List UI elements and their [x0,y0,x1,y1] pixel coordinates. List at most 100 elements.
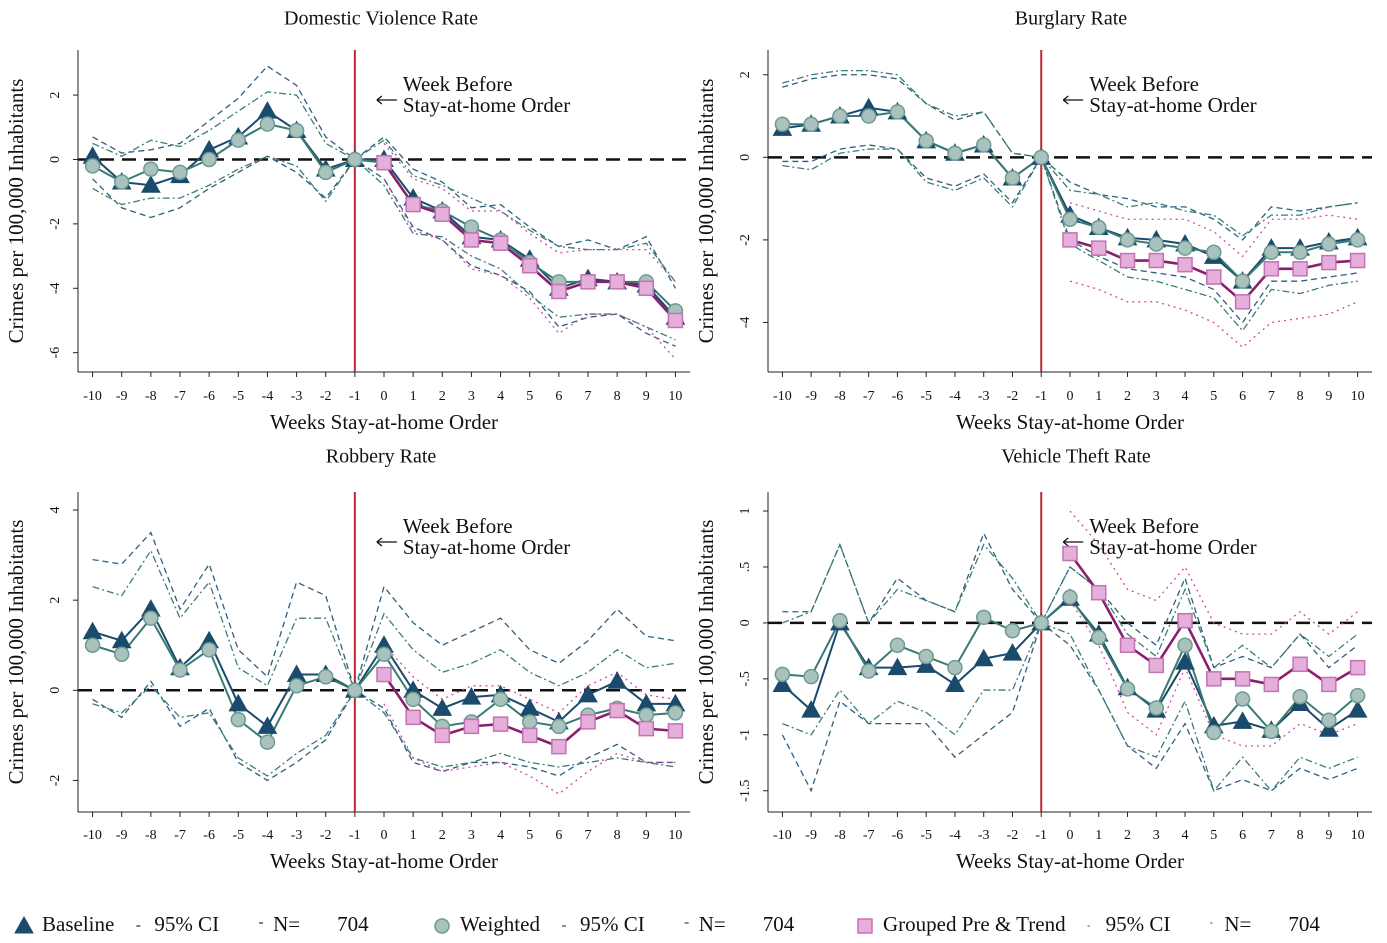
square-marker [1091,240,1107,256]
circle-marker [889,637,906,654]
circle-marker [1091,629,1107,646]
x-tick-label: 4 [497,828,504,843]
ci-upper-line [92,531,676,693]
legend-n-label: N= [273,912,300,936]
y-tick-label: 4 [48,507,63,514]
circle-marker [638,707,655,723]
square-marker [492,716,509,732]
series-line [382,161,677,322]
x-tick-label: -4 [262,828,274,843]
square-marker [1292,261,1308,277]
y-tick-label: 0 [738,154,753,161]
ci-upper-line [782,69,1358,237]
ci-upper-line [782,531,1359,669]
circle-marker [1263,244,1280,261]
circle-marker [1234,273,1251,289]
x-tick-label: -5 [232,828,244,843]
x-tick-label: -6 [203,828,215,843]
x-tick-label: -1 [349,389,361,404]
x-axis-label: Weeks Stay-at-home Order [956,410,1184,434]
square-marker [1091,584,1107,601]
x-tick-label: -1 [1035,389,1047,404]
square-marker [521,257,538,274]
x-tick-label: -7 [863,828,875,843]
circle-marker [947,145,963,161]
legend-marker [434,918,450,934]
x-tick-label: -3 [978,828,990,843]
x-tick-label: 5 [1210,389,1217,404]
ci-upper-line [92,65,676,289]
panel-title: Robbery Rate [326,446,437,468]
circle-marker [1062,211,1078,228]
circle-marker [143,610,159,626]
square-marker [1177,612,1193,629]
x-tick-label: 8 [614,828,621,843]
x-axis-label: Weeks Stay-at-home Order [956,849,1184,873]
circle-marker [1321,712,1337,729]
x-tick-label: -5 [920,828,932,843]
x-tick-label: -6 [203,389,215,404]
circle-marker [1263,723,1280,740]
x-tick-label: 4 [1182,828,1189,843]
triangle-marker [228,693,249,712]
circle-marker [347,682,363,699]
x-tick-label: -8 [145,389,157,404]
circle-marker [774,116,791,133]
circle-marker [1292,244,1308,261]
square-marker [1206,269,1222,285]
square-marker [638,720,655,737]
circle-marker [1292,689,1308,705]
square-marker [492,235,509,251]
circle-marker [1119,232,1136,248]
circle-marker [1177,637,1193,654]
x-tick-label: -10 [83,389,102,404]
annotation-text: Stay-at-home Order [403,535,570,559]
circle-marker [1119,681,1136,697]
x-tick-label: 3 [468,389,475,404]
x-tick-label: 9 [1325,828,1332,843]
legend-ci-label: 95% CI [580,912,645,936]
circle-marker [667,705,684,721]
x-axis-label: Weeks Stay-at-home Order [270,849,498,873]
circle-marker [172,662,188,678]
ci-lower-line [383,703,676,795]
square-marker [1349,659,1366,676]
triangle-marker [945,674,965,692]
x-tick-label: -1 [1035,828,1047,843]
triangle-marker [916,655,937,673]
circle-marker [230,132,247,148]
square-marker [434,727,451,744]
x-axis-label: Weeks Stay-at-home Order [270,410,498,434]
y-tick-label: -4 [738,317,753,329]
x-tick-label: 9 [643,389,650,404]
square-marker [1119,637,1136,654]
x-tick-label: -6 [892,389,904,404]
ci-upper-line [383,142,676,283]
square-marker [580,714,596,730]
square-marker [1177,256,1193,273]
x-tick-label: -2 [1007,389,1019,404]
x-tick-label: 5 [1210,828,1217,843]
circle-marker [84,158,101,174]
x-tick-label: 1 [1095,389,1102,404]
y-tick-label: 1 [738,508,753,515]
legend-marker [14,915,34,934]
square-marker [463,232,480,248]
y-tick-label: 0 [48,156,63,163]
ci-lower-line [383,178,676,360]
x-tick-label: 4 [497,389,504,404]
x-tick-label: 5 [526,389,533,404]
x-tick-label: 3 [468,828,475,843]
square-marker [667,723,684,739]
square-marker [376,154,392,171]
x-tick-label: -6 [892,828,904,843]
x-tick-label: 9 [1325,389,1332,404]
y-tick-label: -2 [738,234,753,246]
triangle-marker [1232,711,1253,729]
y-axis-label: Crimes per 100,000 Inhabitants [694,520,718,785]
ci-upper-line [782,542,1359,669]
x-tick-label: -9 [805,828,817,843]
circle-marker [521,714,538,730]
legend-ci-label: 95% CI [154,912,219,936]
x-tick-label: -3 [978,389,990,404]
